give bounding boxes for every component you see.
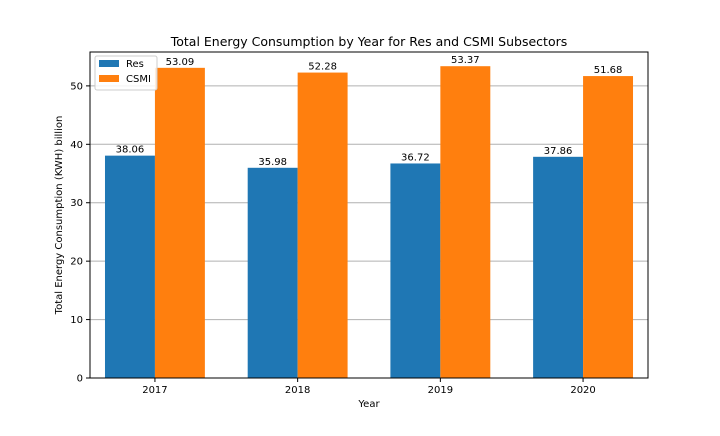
y-tick-label: 50 [70, 81, 83, 92]
x-axis-label: Year [357, 399, 380, 410]
bar-csmi-2018 [297, 72, 348, 378]
legend-swatch-csmi [99, 75, 119, 82]
chart-title: Total Energy Consumption by Year for Res… [170, 34, 568, 49]
y-tick-label: 0 [77, 374, 83, 385]
bar-csmi-2017 [154, 67, 205, 379]
plot-area-frame [89, 51, 649, 379]
x-tick-label: 2017 [142, 385, 167, 396]
bar-value-label: 51.68 [594, 65, 623, 76]
legend-swatch-res [99, 60, 119, 67]
legend: Res CSMI [94, 55, 158, 91]
bars [104, 66, 634, 379]
x-tick-label: 2018 [285, 385, 310, 396]
x-tick-label: 2020 [570, 385, 595, 396]
bar-value-label: 52.28 [308, 62, 337, 73]
x-tick-label: 2019 [428, 385, 453, 396]
bar-res-2017 [104, 155, 155, 378]
bar-value-label: 36.72 [401, 152, 430, 163]
bar-res-2019 [390, 163, 441, 378]
y-tick-label: 10 [70, 315, 83, 326]
y-tick-label: 20 [70, 257, 83, 268]
bar-res-2020 [533, 156, 584, 378]
bar-res-2018 [247, 167, 298, 378]
bar-value-label: 37.86 [544, 146, 573, 157]
bar-csmi-2020 [583, 76, 634, 378]
bar-csmi-2019 [440, 66, 491, 378]
y-tick-label: 40 [70, 140, 83, 151]
bar-value-label: 35.98 [258, 157, 287, 168]
y-tick-label: 30 [70, 198, 83, 209]
bar-value-label: 38.06 [116, 145, 145, 156]
bar-value-label: 53.09 [166, 57, 195, 68]
x-axis: 2017 2018 2019 2020 [142, 378, 596, 396]
y-axis: 0 10 20 30 40 50 [70, 81, 90, 385]
y-axis-label: Total Energy Consumption (KWH) billion [54, 116, 65, 316]
legend-label-csmi: CSMI [126, 74, 151, 85]
legend-label-res: Res [126, 59, 144, 70]
bar-value-label: 53.37 [451, 55, 480, 66]
bar-value-labels: 38.06 53.09 35.98 52.28 36.72 53.37 37.86 51.68 [116, 55, 623, 168]
